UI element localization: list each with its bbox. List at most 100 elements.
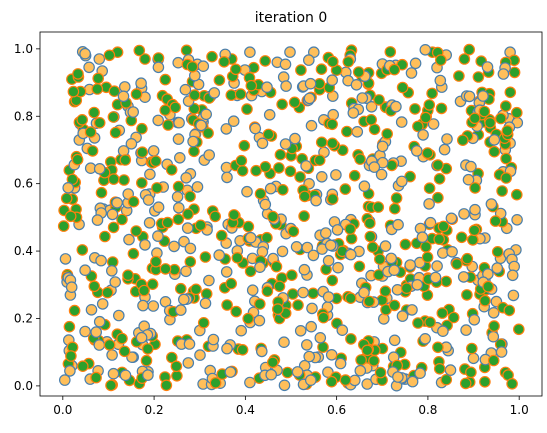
scatter-point bbox=[395, 175, 408, 188]
scatter-point bbox=[405, 67, 418, 79]
scatter-point bbox=[298, 190, 311, 203]
scatter-point bbox=[374, 366, 387, 379]
scatter-point bbox=[175, 282, 187, 295]
scatter-point bbox=[172, 213, 185, 226]
scatter-point bbox=[144, 168, 156, 181]
scatter-point bbox=[488, 134, 501, 146]
scatter-point bbox=[463, 90, 476, 103]
scatter-point bbox=[420, 241, 432, 253]
scatter-point bbox=[159, 73, 172, 86]
scatter-point bbox=[264, 182, 277, 195]
scatter-point bbox=[271, 303, 284, 315]
scatter-point bbox=[436, 307, 449, 319]
scatter-point bbox=[285, 269, 298, 281]
scatter-point bbox=[300, 339, 313, 351]
scatter-point bbox=[207, 333, 220, 346]
scatter-point bbox=[91, 214, 104, 226]
scatter-point bbox=[379, 285, 392, 297]
scatter-point bbox=[106, 208, 119, 221]
scatter-point bbox=[152, 114, 164, 127]
scatter-point bbox=[459, 377, 472, 390]
scatter-point bbox=[235, 154, 248, 167]
scatter-point bbox=[174, 152, 186, 164]
scatter-point bbox=[59, 253, 72, 265]
scatter-point bbox=[423, 198, 435, 210]
scatter-point bbox=[479, 294, 491, 307]
scatter-point bbox=[172, 133, 185, 145]
scatter-point bbox=[381, 128, 393, 140]
scatter-point bbox=[183, 338, 196, 350]
scatter-point bbox=[354, 153, 366, 165]
scatter-point bbox=[188, 145, 200, 158]
scatter-point bbox=[169, 101, 182, 114]
scatter-point bbox=[344, 248, 357, 261]
scatter-point bbox=[472, 71, 485, 83]
scatter-point bbox=[294, 171, 306, 183]
scatter-point bbox=[325, 375, 338, 388]
scatter-point bbox=[292, 299, 304, 311]
scatter-point bbox=[76, 244, 89, 256]
scatter-point bbox=[173, 202, 185, 214]
scatter-point bbox=[261, 285, 274, 297]
scatter-point bbox=[461, 252, 474, 265]
scatter-point bbox=[433, 233, 445, 245]
scatter-point bbox=[427, 118, 440, 130]
scatter-point bbox=[241, 103, 253, 115]
scatter-point bbox=[396, 310, 409, 322]
scatter-point bbox=[181, 222, 194, 234]
scatter-point bbox=[412, 317, 424, 329]
scatter-point bbox=[355, 354, 367, 366]
scatter-point bbox=[103, 339, 116, 351]
scatter-point bbox=[107, 367, 120, 380]
scatter-point bbox=[298, 210, 310, 222]
scatter-point bbox=[506, 269, 519, 282]
scatter-point bbox=[266, 356, 279, 369]
scatter-point bbox=[510, 188, 523, 201]
scatter-point bbox=[477, 90, 489, 102]
scatter-point bbox=[93, 117, 106, 129]
scatter-point bbox=[331, 224, 344, 236]
scatter-point bbox=[330, 169, 342, 181]
scatter-point bbox=[433, 173, 446, 185]
scatter-point bbox=[209, 210, 221, 223]
scatter-point bbox=[504, 86, 517, 99]
scatter-point bbox=[262, 128, 275, 141]
scatter-point bbox=[256, 137, 269, 150]
scatter-point bbox=[91, 83, 104, 95]
scatter-point bbox=[99, 230, 111, 243]
scatter-point bbox=[326, 193, 339, 205]
scatter-point bbox=[372, 201, 385, 213]
scatter-point bbox=[224, 366, 237, 378]
scatter-point bbox=[206, 50, 218, 63]
scatter-point bbox=[188, 102, 201, 115]
scatter-point bbox=[501, 125, 514, 137]
x-tick-label: 0.2 bbox=[145, 403, 164, 417]
scatter-point bbox=[315, 136, 328, 149]
scatter-point bbox=[365, 101, 378, 113]
scatter-point bbox=[399, 238, 412, 251]
scatter-point bbox=[172, 56, 184, 69]
scatter-point bbox=[485, 198, 498, 210]
scatter-point bbox=[388, 63, 401, 76]
scatter-point bbox=[241, 185, 253, 198]
scatter-point bbox=[406, 375, 419, 388]
scatter-point bbox=[326, 74, 338, 86]
scatter-point bbox=[351, 126, 364, 138]
scatter-point bbox=[303, 350, 315, 363]
scatter-point bbox=[254, 188, 267, 200]
scatter-point bbox=[152, 201, 165, 213]
scatter-point bbox=[59, 374, 71, 386]
scatter-point bbox=[220, 266, 233, 278]
scatter-point bbox=[182, 208, 194, 220]
scatter-point bbox=[105, 379, 117, 392]
scatter-point bbox=[67, 85, 80, 98]
scatter-point bbox=[458, 208, 470, 220]
scatter-point bbox=[259, 161, 272, 173]
scatter-point bbox=[396, 81, 409, 94]
scatter-point bbox=[363, 217, 376, 229]
scatter-point bbox=[130, 225, 142, 237]
scatter-point bbox=[266, 210, 279, 223]
scatter-point bbox=[376, 140, 389, 153]
scatter-point bbox=[263, 109, 276, 121]
